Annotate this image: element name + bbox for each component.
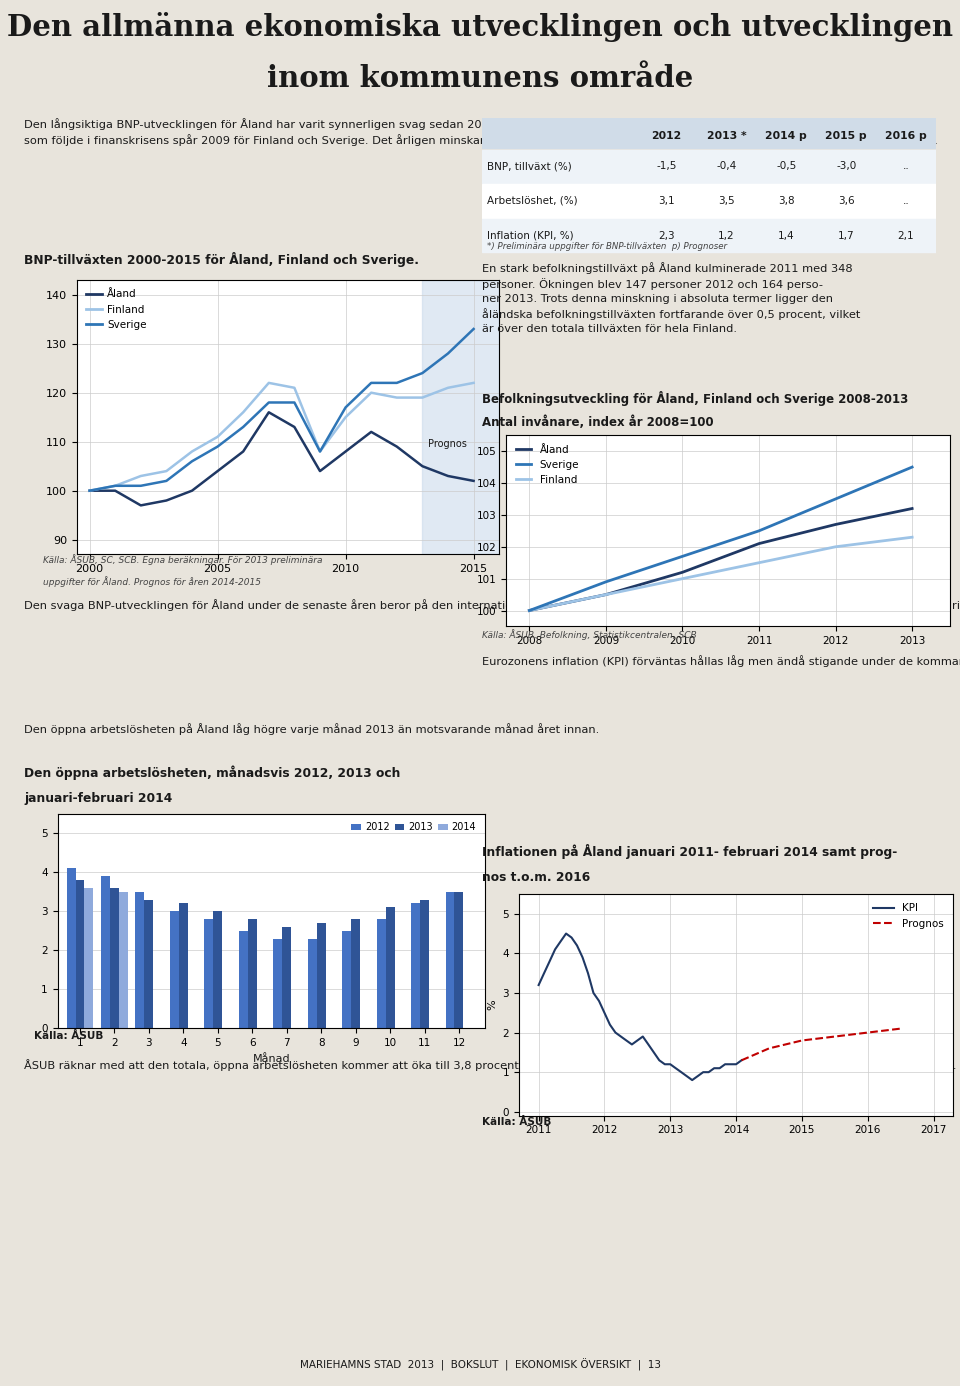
Text: 2014 p: 2014 p (765, 130, 807, 141)
Bar (135, 891, 144, 1028)
Text: Eurozonens inflation (KPI) förväntas hållas låg men ändå stigande under de komma: Eurozonens inflation (KPI) förväntas hål… (482, 656, 960, 668)
Text: Befolkningsutveckling för Åland, Finland och Sverige 2008-2013: Befolkningsutveckling för Åland, Finland… (482, 391, 909, 406)
Text: ÅSUB räknar med att den totala, öppna arbetslösheten kommer att öka till 3,8 pro: ÅSUB räknar med att den totala, öppna ar… (24, 1059, 956, 1071)
Text: -1,5: -1,5 (657, 161, 677, 172)
Bar (482, 184, 936, 218)
Text: Prognos: Prognos (427, 438, 467, 449)
Text: Källa: ÅSUB: Källa: ÅSUB (34, 1031, 103, 1041)
Text: 1,7: 1,7 (838, 230, 854, 241)
Text: 2015 p: 2015 p (826, 130, 867, 141)
Bar (119, 891, 128, 1028)
Bar (248, 919, 256, 1028)
Text: Arbetslöshet, (%): Arbetslöshet, (%) (487, 195, 578, 207)
Text: ..: .. (902, 161, 909, 172)
Bar (482, 219, 936, 252)
Bar (179, 904, 188, 1028)
Text: inom kommunens område: inom kommunens område (267, 64, 693, 93)
Text: januari-februari 2014: januari-februari 2014 (24, 791, 172, 805)
Bar (282, 927, 291, 1028)
Legend: 2012, 2013, 2014: 2012, 2013, 2014 (348, 819, 480, 836)
Bar (274, 938, 282, 1028)
Y-axis label: %: % (487, 999, 497, 1010)
Bar (411, 904, 420, 1028)
Text: Den öppna arbetslösheten, månadsvis 2012, 2013 och: Den öppna arbetslösheten, månadsvis 2012… (24, 765, 400, 780)
Text: Inflation (KPI, %): Inflation (KPI, %) (487, 230, 573, 241)
Text: Den långsiktiga BNP-utvecklingen för Åland har varit synnerligen svag sedan 2008: Den långsiktiga BNP-utvecklingen för Åla… (24, 118, 938, 146)
Text: Inflationen på Åland januari 2011- februari 2014 samt prog-: Inflationen på Åland januari 2011- febru… (482, 844, 898, 859)
Text: 2012: 2012 (652, 130, 682, 141)
Text: MARIEHAMNS STAD  2013  |  BOKSLUT  |  EKONOMISK ÖVERSIKT  |  13: MARIEHAMNS STAD 2013 | BOKSLUT | EKONOMI… (300, 1360, 660, 1371)
Text: 2013 *: 2013 * (707, 130, 746, 141)
Bar (420, 900, 429, 1028)
Text: -0,4: -0,4 (716, 161, 736, 172)
Text: Den allmänna ekonomiska utvecklingen och utvecklingen: Den allmänna ekonomiska utvecklingen och… (7, 12, 953, 42)
Text: 1,2: 1,2 (718, 230, 734, 241)
Bar (445, 891, 454, 1028)
Bar (110, 888, 119, 1028)
Bar (204, 919, 213, 1028)
Text: 3,8: 3,8 (778, 195, 795, 207)
Bar (84, 888, 93, 1028)
Bar (213, 911, 223, 1028)
Text: Den svaga BNP-utvecklingen för Åland under de senaste åren beror på den internat: Den svaga BNP-utvecklingen för Åland und… (24, 599, 960, 611)
Bar (144, 900, 154, 1028)
Text: Källa: ÅSUB: Källa: ÅSUB (482, 1117, 552, 1127)
Legend: Åland, Sverige, Finland: Åland, Sverige, Finland (512, 441, 584, 489)
Text: ..: .. (902, 195, 909, 207)
Text: En stark befolkningstillväxt på Åland kulminerade 2011 med 348
personer. Ökninge: En stark befolkningstillväxt på Åland ku… (482, 262, 861, 334)
Text: Den öppna arbetslösheten på Åland låg högre varje månad 2013 än motsvarande måna: Den öppna arbetslösheten på Åland låg hö… (24, 723, 599, 736)
Bar (308, 938, 317, 1028)
Bar (422, 280, 499, 554)
Legend: KPI, Prognos: KPI, Prognos (869, 900, 948, 933)
Bar (66, 868, 76, 1028)
Text: -3,0: -3,0 (836, 161, 856, 172)
Text: Källa: ÅSUB, SC, SCB. Egna beräkningar. För 2013 preliminära: Källa: ÅSUB, SC, SCB. Egna beräkningar. … (43, 554, 323, 565)
Bar (482, 118, 936, 148)
Bar (239, 931, 248, 1028)
Bar (317, 923, 325, 1028)
Text: 2,1: 2,1 (898, 230, 914, 241)
Bar (376, 919, 386, 1028)
Text: -0,5: -0,5 (777, 161, 797, 172)
Text: uppgifter för Åland. Prognos för åren 2014-2015: uppgifter för Åland. Prognos för åren 20… (43, 575, 261, 586)
Bar (170, 911, 179, 1028)
Text: BNP, tillväxt (%): BNP, tillväxt (%) (487, 161, 572, 172)
Bar (351, 919, 360, 1028)
Bar (386, 908, 395, 1028)
Text: 2016 p: 2016 p (885, 130, 927, 141)
Text: *) Preliminära uppgifter för BNP-tillväxten  p) Prognoser: *) Preliminära uppgifter för BNP-tillväx… (487, 243, 727, 251)
Bar (76, 880, 84, 1028)
Legend: Åland, Finland, Sverige: Åland, Finland, Sverige (82, 286, 151, 334)
Bar (482, 150, 936, 183)
Bar (342, 931, 351, 1028)
Text: 2,3: 2,3 (659, 230, 675, 241)
Text: Antal invånare, index år 2008=100: Antal invånare, index år 2008=100 (482, 414, 714, 428)
Text: Källa: ÅSUB, Befolkning, Statistikcentralen, SCB: Källa: ÅSUB, Befolkning, Statistikcentra… (482, 629, 697, 640)
Text: BNP-tillväxten 2000-2015 för Åland, Finland och Sverige.: BNP-tillväxten 2000-2015 för Åland, Finl… (24, 252, 419, 267)
Text: 1,4: 1,4 (778, 230, 795, 241)
Text: 3,5: 3,5 (718, 195, 734, 207)
X-axis label: Månad: Månad (252, 1053, 290, 1063)
Bar (454, 891, 464, 1028)
Text: 3,6: 3,6 (838, 195, 854, 207)
Text: nos t.o.m. 2016: nos t.o.m. 2016 (482, 870, 590, 884)
Text: 3,1: 3,1 (659, 195, 675, 207)
Bar (101, 876, 110, 1028)
